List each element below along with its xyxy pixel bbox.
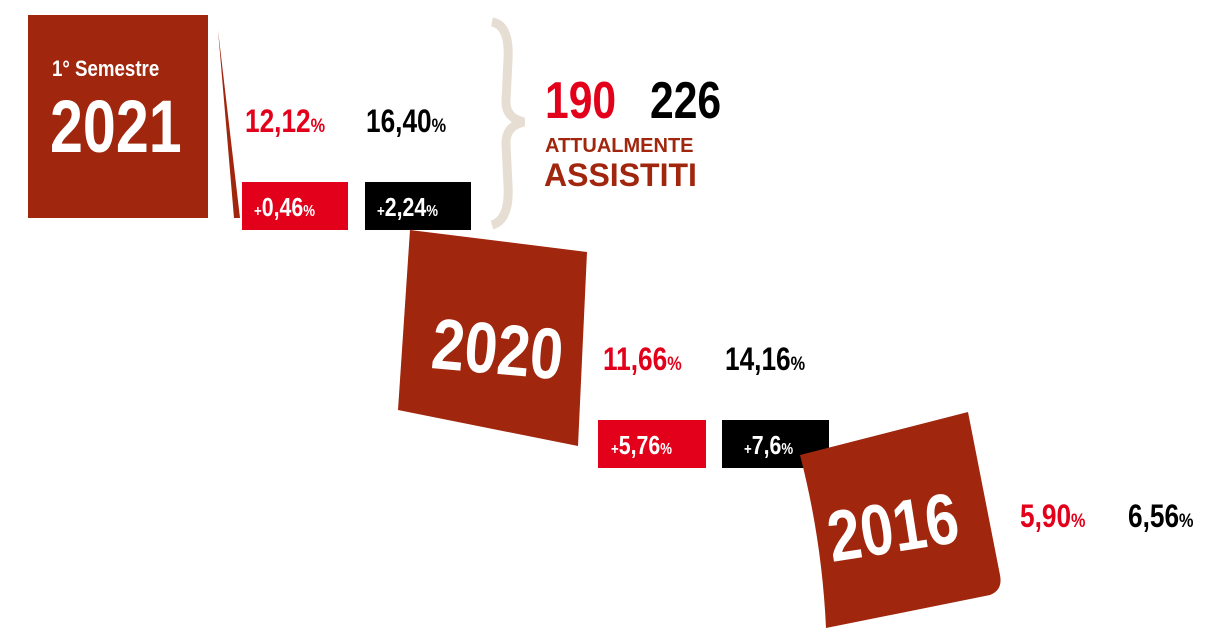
change-unit: % <box>781 441 793 458</box>
change-unit: % <box>303 203 315 220</box>
stat-value: 5,90 <box>1020 500 1071 535</box>
stat: 12,12% <box>245 105 325 140</box>
stat: 14,16% <box>725 343 805 378</box>
stat: 5,90% <box>1020 500 1086 535</box>
change-sign: + <box>611 441 619 458</box>
stat: 6,56% <box>1128 500 1194 535</box>
change-sign: + <box>254 203 262 220</box>
stat-unit: % <box>1071 510 1085 532</box>
badge <box>242 182 348 230</box>
brace <box>490 17 526 230</box>
panel-2021 <box>28 15 208 218</box>
stat-value: 16,40 <box>366 105 432 140</box>
stat: 16,40% <box>366 105 446 140</box>
change: +7,6% <box>744 431 793 461</box>
change-value: 5,76 <box>619 431 660 461</box>
change-value: 2,24 <box>385 193 427 223</box>
label: 1° Semestre <box>52 58 159 82</box>
badge <box>598 420 706 468</box>
stat-value: 14,16 <box>725 343 791 378</box>
stat-unit: % <box>1179 510 1193 532</box>
change-sign: + <box>377 203 385 220</box>
assisted-line1: ATTUALMENTE <box>545 135 694 157</box>
assisted-line2: ASSISTITI <box>544 157 697 193</box>
assisted-value: 190 <box>545 72 616 130</box>
change: +5,76% <box>611 431 672 461</box>
fold <box>218 30 240 218</box>
year: 2021 <box>50 86 182 169</box>
badge <box>365 182 471 230</box>
stat-value: 6,56 <box>1128 500 1179 535</box>
assisted-value: 226 <box>650 72 721 130</box>
stat-value: 11,66 <box>603 343 667 378</box>
panel-2016 <box>800 412 1001 628</box>
stat-unit: % <box>791 353 805 375</box>
stat-unit: % <box>311 115 325 137</box>
change: +2,24% <box>377 193 438 223</box>
change-unit: % <box>426 203 438 220</box>
panel-2020 <box>398 230 587 446</box>
change-unit: % <box>660 441 672 458</box>
stat-unit: % <box>667 353 681 375</box>
change-value: 7,6 <box>752 431 782 461</box>
change-value: 0,46 <box>262 193 303 223</box>
change-sign: + <box>744 441 752 458</box>
change: +0,46% <box>254 193 315 223</box>
stat-unit: % <box>432 115 446 137</box>
stat: 11,66% <box>603 343 682 378</box>
year: 2020 <box>429 303 567 395</box>
stat-value: 12,12 <box>245 105 311 140</box>
